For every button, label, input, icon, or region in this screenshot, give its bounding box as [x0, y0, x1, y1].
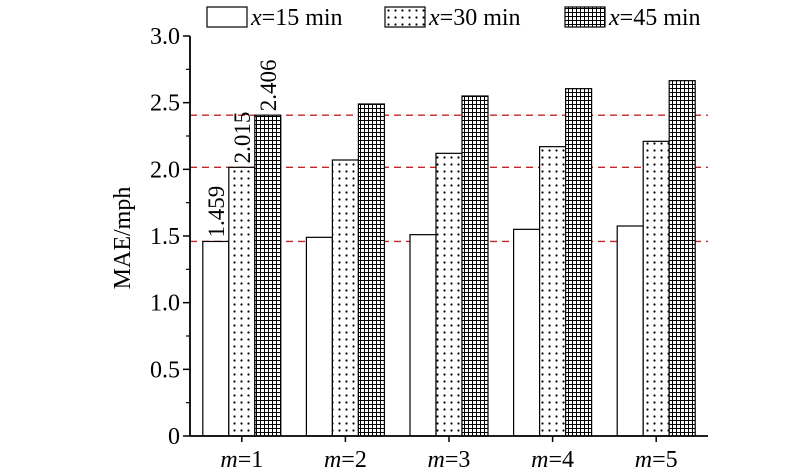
y-tick-label: 1.0: [150, 291, 180, 317]
legend-label: x=15 min: [250, 5, 343, 31]
bar: [409, 234, 437, 437]
x-tick-label: m=5: [635, 447, 678, 473]
legend-swatch: [206, 6, 248, 28]
y-tick-label: 2.0: [150, 157, 180, 183]
legend-swatch: [384, 6, 426, 28]
x-tick-label: m=2: [324, 447, 367, 473]
y-axis-label: MAE/mph: [110, 187, 136, 290]
bar: [642, 140, 670, 437]
x-tick-label: m=3: [428, 447, 471, 473]
y-tick-label: 0: [168, 424, 180, 450]
bar: [512, 228, 541, 437]
data-label: 1.459: [204, 186, 229, 238]
bar: [668, 80, 696, 437]
bar: [616, 225, 644, 437]
bar: [254, 114, 282, 437]
data-label: 2.015: [230, 112, 255, 164]
data-label: 2.406: [256, 59, 281, 111]
legend-label: x=30 min: [428, 5, 521, 31]
legend-label: x=45 min: [608, 5, 701, 31]
legend-swatch: [564, 6, 606, 28]
y-tick-label: 1.5: [150, 224, 180, 250]
y-tick-label: 0.5: [150, 357, 180, 383]
bar: [357, 103, 385, 437]
axes: m=1 m=2 m=3 m=4 m=5 0 0.5 1.0 1.5 2.0 2.5 3.0: [150, 24, 708, 473]
bar: [331, 159, 359, 437]
bar: [564, 88, 593, 437]
bar: [435, 152, 463, 437]
bars: [202, 80, 696, 437]
y-tick-label: 2.5: [150, 91, 180, 117]
bar: [202, 240, 230, 437]
bar: [305, 236, 333, 437]
bar: [461, 95, 489, 437]
legend: x=15 min x=30 min x=45 min: [206, 5, 701, 31]
y-tick-label: 3.0: [150, 24, 180, 50]
x-tick-label: m=1: [220, 447, 263, 473]
bar: [228, 166, 256, 437]
x-tick-label: m=4: [531, 447, 574, 473]
bar: [538, 146, 567, 437]
